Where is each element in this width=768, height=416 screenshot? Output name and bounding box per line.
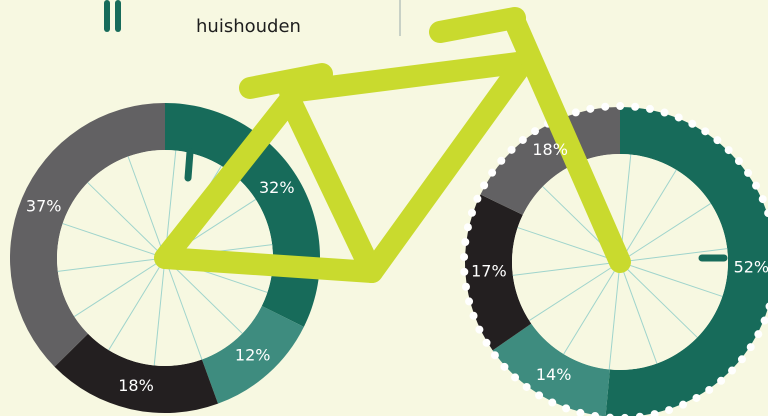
infographic: huishouden 32% 12% 18% 37% 52% 14% 17% 18% [0,0,768,416]
header-text: huishouden [196,16,301,37]
handlebar [440,18,515,32]
value-label: 17% [471,262,507,281]
value-label: 52% [734,258,768,277]
value-label: 32% [259,178,295,197]
value-label: 12% [235,346,271,365]
saddle [250,74,322,88]
value-label: 14% [536,365,572,384]
icon-bar [104,0,110,32]
icon-bar [115,0,121,32]
value-label: 37% [26,197,62,216]
value-label: 18% [118,376,154,395]
value-label: 18% [532,140,568,159]
valve [188,152,190,178]
